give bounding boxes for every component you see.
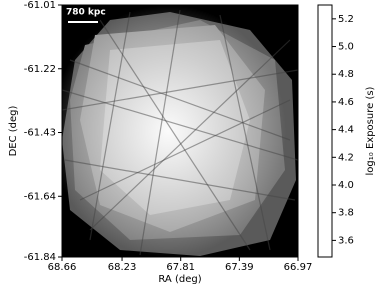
colorbar xyxy=(317,4,333,258)
x-tick-label: 67.81 xyxy=(166,262,195,273)
scale-bar-label: 780 kpc xyxy=(66,8,106,18)
colorbar-tick-label: 4.4 xyxy=(338,125,354,136)
colorbar-tick-label: 3.6 xyxy=(338,235,354,246)
colorbar-tick-label: 4.0 xyxy=(338,180,354,191)
y-tick-label: -61.84 xyxy=(24,252,56,263)
colorbar-label: log₁₀ Exposure (s) xyxy=(365,86,376,175)
x-tick-label: 67.39 xyxy=(225,262,254,273)
colorbar-tick-label: 4.6 xyxy=(338,97,354,108)
x-tick-label: 68.23 xyxy=(108,262,137,273)
exposure-image: 780 kpc xyxy=(62,5,298,257)
y-tick-label: -61.22 xyxy=(24,64,56,75)
y-tick-label: -61.01 xyxy=(24,0,56,11)
y-tick-label: -61.64 xyxy=(24,191,56,202)
y-tick-label: -61.43 xyxy=(24,128,56,139)
plot-frame xyxy=(61,4,299,258)
colorbar-tick-label: 4.8 xyxy=(338,69,354,80)
x-tick-label: 68.66 xyxy=(48,262,77,273)
colorbar-tick-label: 3.8 xyxy=(338,208,354,219)
colorbar-tick-label: 4.2 xyxy=(338,152,354,163)
x-axis-label: RA (deg) xyxy=(158,274,201,285)
colorbar-tick-label: 5.2 xyxy=(338,14,354,25)
x-tick-label: 66.97 xyxy=(284,262,313,273)
y-axis-label: DEC (deg) xyxy=(8,105,19,156)
colorbar-tick-label: 5.0 xyxy=(338,42,354,53)
